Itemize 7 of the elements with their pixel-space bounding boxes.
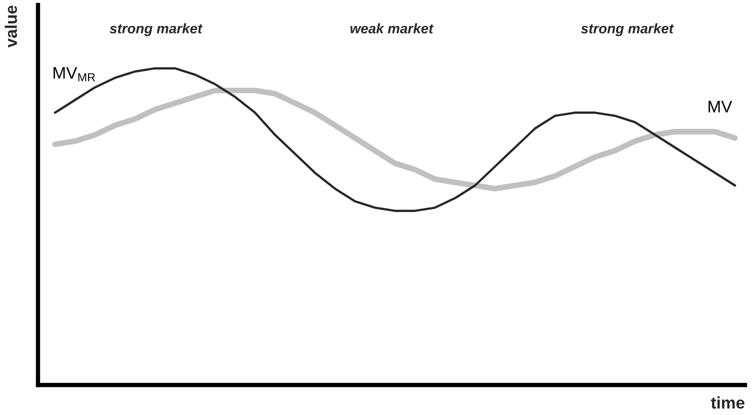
text: strong market [110,23,203,36]
series-label: MV [708,100,732,112]
y-axis-title: value [4,6,18,48]
text: weak market [350,23,434,34]
x-axis-title: time [710,396,744,409]
series-label: MV$_{MR}$ [54,67,95,82]
text: strong market [581,23,674,36]
